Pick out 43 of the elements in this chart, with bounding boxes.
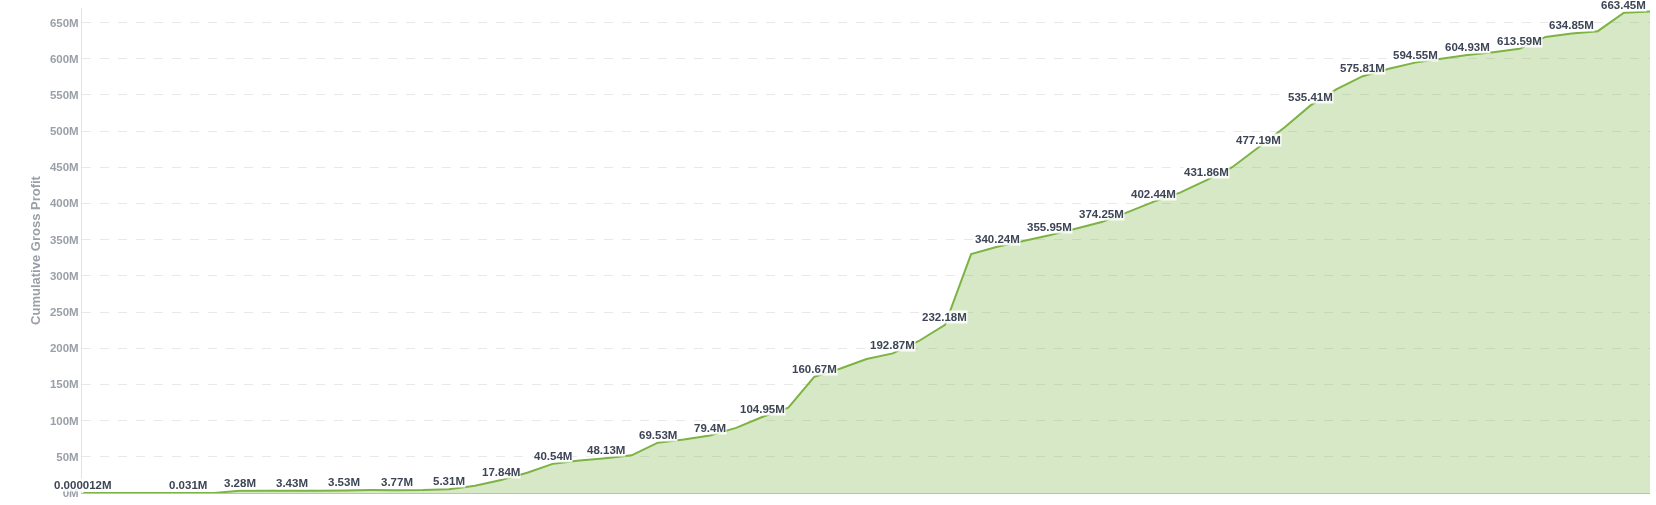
y-tick-label: 250M [49,306,79,319]
y-axis-title: Cumulative Gross Profit [27,175,43,325]
y-tick-label: 100M [49,414,79,427]
data-label: 535.41M [1288,91,1333,103]
data-label: 594.55M [1393,49,1438,61]
y-tick-label: 550M [49,88,79,101]
y-tick-label: 50M [56,450,79,463]
data-label: 69.53M [639,429,678,441]
y-tick-label: 150M [49,378,79,391]
data-label: 79.4M [694,422,726,434]
data-label: 355.95M [1027,221,1072,233]
data-label: 0.031M [169,479,208,491]
data-label: 477.19M [1236,134,1281,146]
data-label: 575.81M [1340,62,1385,74]
data-label: 5.31M [433,475,465,487]
data-label: 232.18M [922,311,967,323]
data-label: 3.43M [276,477,308,489]
y-tick-label: 450M [49,161,79,174]
data-label: 48.13M [587,444,626,456]
data-label: 17.84M [482,466,521,478]
data-label: 104.95M [740,403,785,415]
y-tick-label: 350M [49,233,79,246]
data-label: 634.85M [1549,19,1594,31]
data-label: 3.28M [224,477,256,489]
data-label: 40.54M [534,450,573,462]
data-label: 3.53M [328,476,360,488]
y-tick-label: 400M [49,197,79,210]
data-label: 431.86M [1184,166,1229,178]
data-label: 402.44M [1131,188,1176,200]
data-label: 613.59M [1497,35,1542,47]
y-tick-label: 600M [49,52,79,65]
data-label: 663.45M [1601,0,1646,11]
data-label: 160.67M [792,363,837,375]
y-tick-label: 650M [49,16,79,29]
data-label: 374.25M [1079,208,1124,220]
data-label: 604.93M [1445,41,1490,53]
y-tick-label: 500M [49,125,79,138]
data-label: 3.77M [381,476,413,488]
y-tick-label: 200M [49,342,79,355]
data-label: 340.24M [975,233,1020,245]
data-label: 192.87M [870,339,915,351]
data-label: 0.000012M [54,479,112,491]
y-tick-label: 300M [49,269,79,282]
